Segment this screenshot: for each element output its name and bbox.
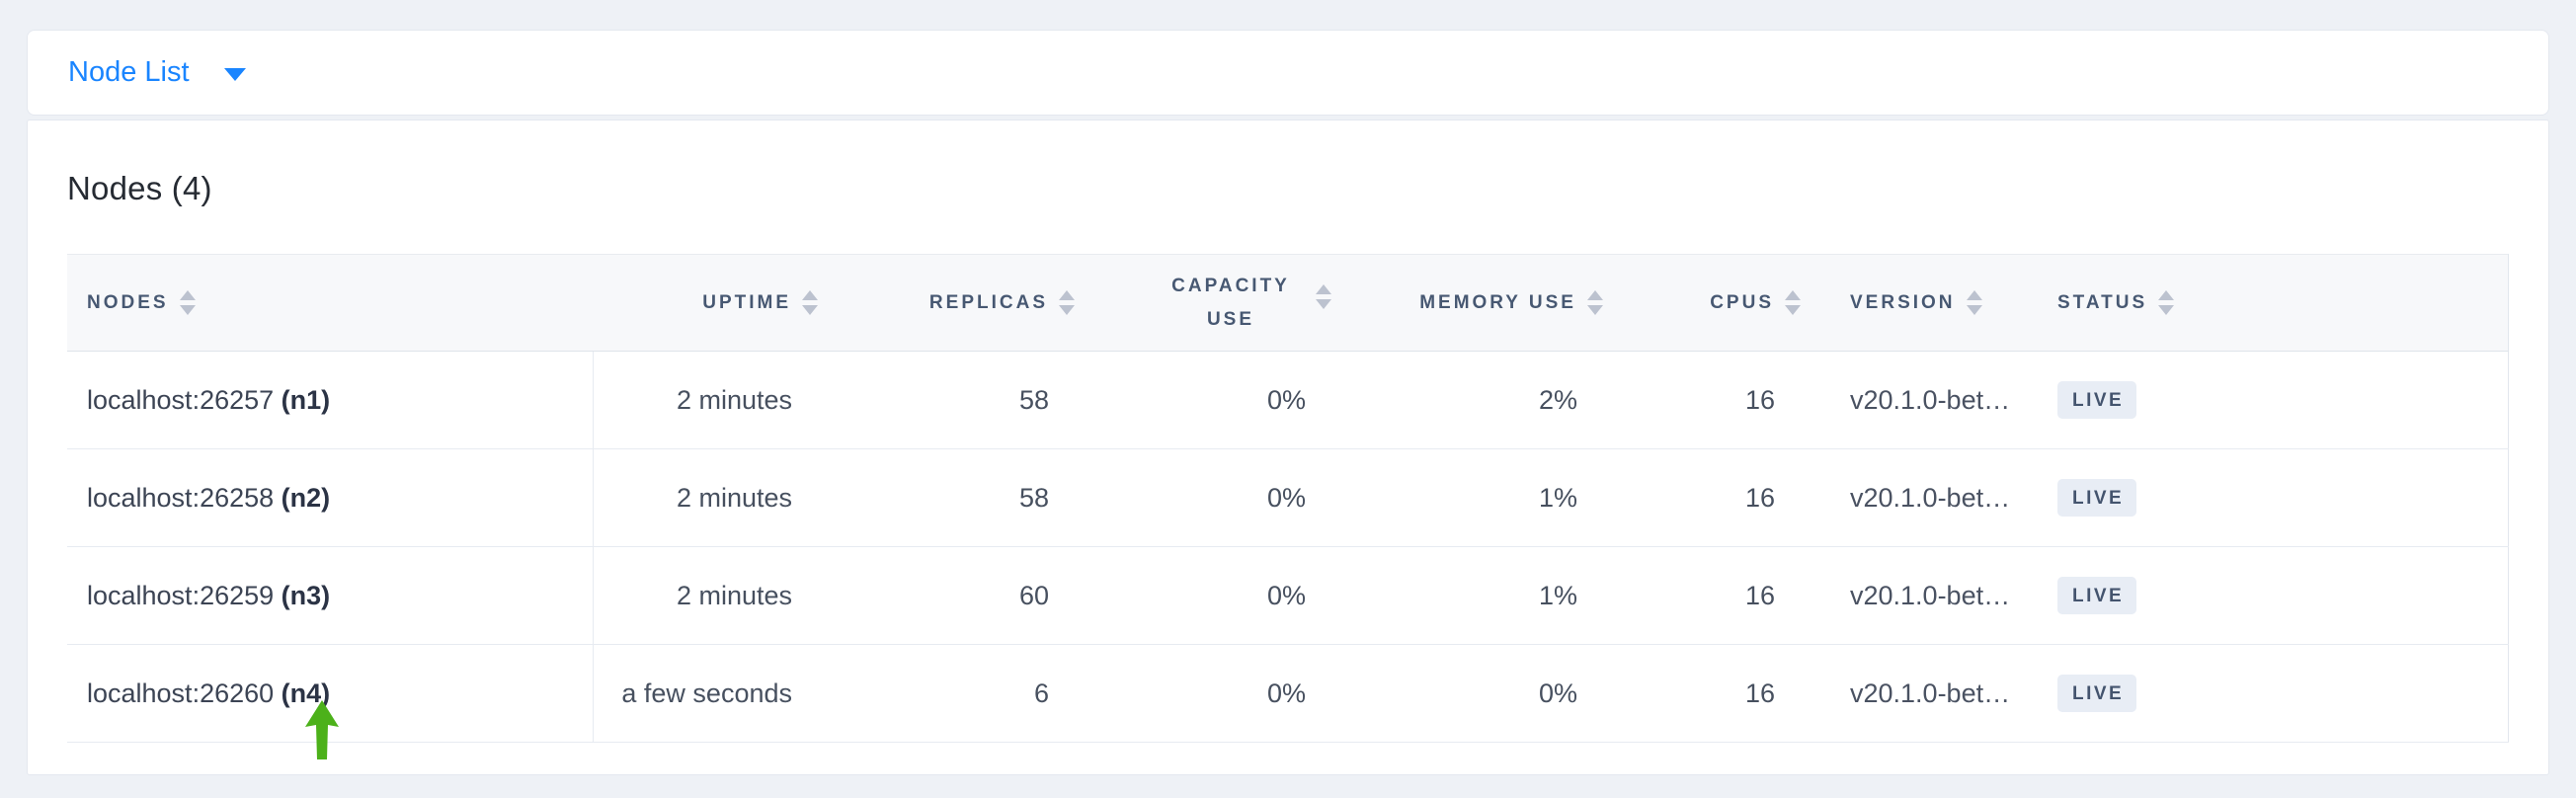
uptime-cell: a few seconds: [593, 644, 820, 743]
sort-icon: [1059, 290, 1075, 315]
column-label: MEMORY USE: [1419, 291, 1576, 313]
column-header-capacity-use[interactable]: CAPACITY USE: [1077, 254, 1333, 352]
sort-icon: [2158, 290, 2175, 315]
memory-use-cell: 1%: [1333, 448, 1605, 547]
node-address: localhost:26257: [87, 384, 275, 415]
column-label: CAPACITY USE: [1171, 276, 1290, 330]
replicas-cell: 58: [820, 448, 1077, 547]
column-header-version[interactable]: VERSION: [1803, 254, 2050, 352]
cpus-cell: 16: [1605, 644, 1803, 743]
memory-use-cell: 1%: [1333, 546, 1605, 645]
cpus-cell: 16: [1605, 351, 1803, 449]
status-badge: LIVE: [2057, 381, 2137, 419]
sort-icon: [1316, 284, 1331, 310]
column-label: UPTIME: [702, 291, 791, 313]
table-row: localhost:26259 (n3) 2 minutes 60 0% 1% …: [67, 546, 2509, 645]
capacity-use-cell: 0%: [1077, 546, 1333, 645]
table-header-row: NODES UPTIME REPLICAS: [67, 254, 2509, 352]
sort-icon: [802, 290, 818, 315]
cpus-cell: 16: [1605, 546, 1803, 645]
column-label: REPLICAS: [928, 291, 1048, 313]
node-table: NODES UPTIME REPLICAS: [67, 254, 2509, 743]
column-header-status[interactable]: STATUS: [2050, 254, 2509, 352]
cpus-cell: 16: [1605, 448, 1803, 547]
sort-icon: [1966, 290, 1982, 315]
column-label: CPUS: [1710, 291, 1774, 313]
column-label: VERSION: [1850, 291, 1956, 313]
capacity-use-cell: 0%: [1077, 448, 1333, 547]
page: Node List Nodes (4) NODES: [27, 30, 2549, 775]
column-header-memory-use[interactable]: MEMORY USE: [1333, 254, 1605, 352]
node-address-cell[interactable]: localhost:26260 (n4): [67, 644, 594, 743]
capacity-use-cell: 0%: [1077, 351, 1333, 449]
column-header-uptime[interactable]: UPTIME: [593, 254, 820, 352]
node-id: (n2): [281, 482, 331, 513]
status-cell: LIVE: [2050, 644, 2509, 743]
memory-use-cell: 0%: [1333, 644, 1605, 743]
status-badge: LIVE: [2057, 675, 2137, 712]
node-id: (n4): [281, 678, 331, 708]
uptime-cell: 2 minutes: [593, 351, 820, 449]
version-cell: v20.1.0-bet…: [1803, 448, 2050, 547]
uptime-cell: 2 minutes: [593, 546, 820, 645]
column-label: STATUS: [2057, 291, 2148, 313]
replicas-cell: 6: [820, 644, 1077, 743]
sort-icon: [1785, 290, 1801, 315]
sort-icon: [179, 290, 196, 315]
column-header-replicas[interactable]: REPLICAS: [820, 254, 1077, 352]
caret-down-icon: [223, 67, 246, 81]
node-address-cell[interactable]: localhost:26258 (n2): [67, 448, 594, 547]
table-row: localhost:26257 (n1) 2 minutes 58 0% 2% …: [67, 351, 2509, 449]
sort-icon: [1587, 290, 1603, 315]
node-address: localhost:26258: [87, 482, 275, 513]
table-row: localhost:26260 (n4) a few seconds 6 0% …: [67, 644, 2509, 743]
status-badge: LIVE: [2057, 479, 2137, 517]
version-cell: v20.1.0-bet…: [1803, 351, 2050, 449]
column-label: NODES: [87, 291, 169, 313]
capacity-use-cell: 0%: [1077, 644, 1333, 743]
page-title: Nodes (4): [67, 170, 212, 206]
status-cell: LIVE: [2050, 448, 2509, 547]
column-header-cpus[interactable]: CPUS: [1605, 254, 1803, 352]
node-id: (n3): [281, 580, 331, 610]
node-address: localhost:26259: [87, 580, 275, 610]
nodes-card: Nodes (4) NODES UPTIME: [27, 120, 2549, 775]
view-selector-bar: Node List: [27, 30, 2549, 116]
version-cell: v20.1.0-bet…: [1803, 644, 2050, 743]
node-address-cell[interactable]: localhost:26257 (n1): [67, 351, 594, 449]
node-list-dropdown-label: Node List: [68, 56, 190, 88]
replicas-cell: 58: [820, 351, 1077, 449]
node-list-dropdown[interactable]: Node List: [68, 56, 246, 89]
version-cell: v20.1.0-bet…: [1803, 546, 2050, 645]
table-row: localhost:26258 (n2) 2 minutes 58 0% 1% …: [67, 448, 2509, 547]
replicas-cell: 60: [820, 546, 1077, 645]
column-header-nodes[interactable]: NODES: [67, 254, 593, 352]
status-badge: LIVE: [2057, 577, 2137, 614]
node-id: (n1): [281, 384, 331, 415]
status-cell: LIVE: [2050, 546, 2509, 645]
status-cell: LIVE: [2050, 351, 2509, 449]
node-address-cell[interactable]: localhost:26259 (n3): [67, 546, 594, 645]
node-address: localhost:26260: [87, 678, 275, 708]
memory-use-cell: 2%: [1333, 351, 1605, 449]
uptime-cell: 2 minutes: [593, 448, 820, 547]
